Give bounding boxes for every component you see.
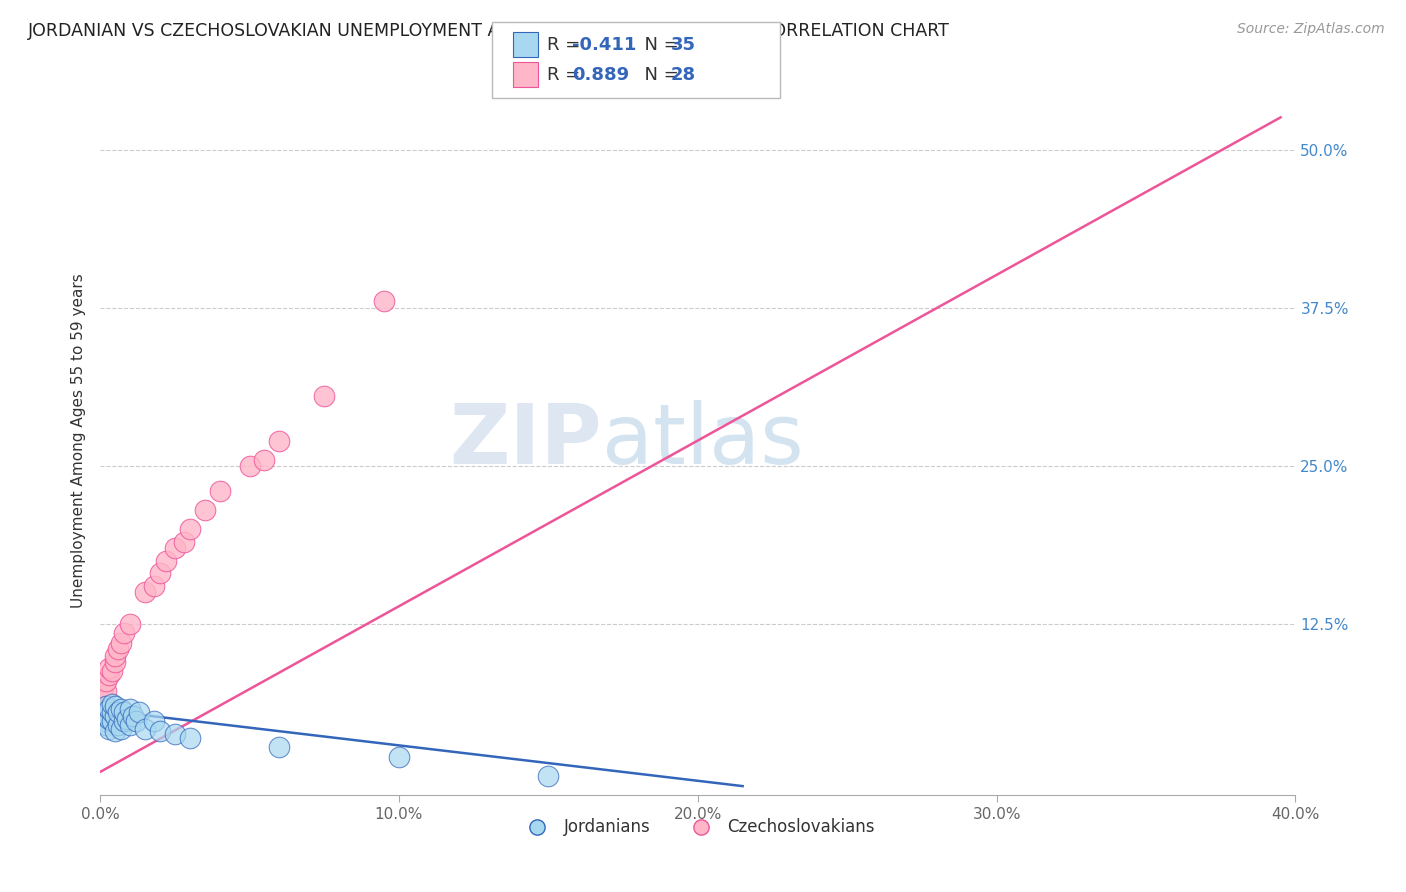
Point bbox=[314, 389, 336, 403]
Point bbox=[163, 541, 186, 555]
Point bbox=[149, 566, 172, 581]
Point bbox=[128, 706, 150, 720]
Point bbox=[104, 699, 127, 714]
Point bbox=[142, 579, 165, 593]
Point bbox=[134, 722, 156, 736]
Point bbox=[107, 706, 129, 720]
Point bbox=[388, 749, 411, 764]
Point bbox=[101, 664, 124, 678]
Point bbox=[98, 667, 121, 681]
Point bbox=[94, 673, 117, 688]
Point bbox=[269, 434, 291, 448]
Point bbox=[94, 718, 117, 732]
Point bbox=[94, 709, 117, 723]
Point bbox=[91, 714, 114, 729]
Point bbox=[112, 706, 135, 720]
Point bbox=[89, 706, 111, 720]
Point bbox=[98, 712, 121, 726]
Text: 35: 35 bbox=[671, 37, 696, 54]
Point bbox=[94, 684, 117, 698]
Point bbox=[118, 616, 141, 631]
Point bbox=[269, 739, 291, 754]
Point bbox=[118, 701, 141, 715]
Point bbox=[253, 452, 276, 467]
Point bbox=[101, 697, 124, 711]
Point bbox=[149, 724, 172, 739]
Text: R =: R = bbox=[547, 37, 586, 54]
Point bbox=[104, 655, 127, 669]
Point bbox=[104, 709, 127, 723]
Text: Source: ZipAtlas.com: Source: ZipAtlas.com bbox=[1237, 22, 1385, 37]
Text: JORDANIAN VS CZECHOSLOVAKIAN UNEMPLOYMENT AMONG AGES 55 TO 59 YEARS CORRELATION : JORDANIAN VS CZECHOSLOVAKIAN UNEMPLOYMEN… bbox=[28, 22, 950, 40]
Point bbox=[194, 503, 217, 517]
Point bbox=[101, 706, 124, 720]
Point bbox=[112, 714, 135, 729]
Point bbox=[91, 680, 114, 694]
Point bbox=[134, 585, 156, 599]
Point bbox=[173, 534, 195, 549]
Point bbox=[118, 718, 141, 732]
Point bbox=[373, 294, 395, 309]
Point bbox=[155, 554, 177, 568]
Point bbox=[179, 522, 201, 536]
Legend: Jordanians, Czechoslovakians: Jordanians, Czechoslovakians bbox=[515, 812, 882, 843]
Point bbox=[142, 714, 165, 729]
Text: N =: N = bbox=[633, 37, 685, 54]
Point bbox=[101, 714, 124, 729]
Point bbox=[112, 625, 135, 640]
Point bbox=[104, 724, 127, 739]
Point bbox=[115, 712, 138, 726]
Point bbox=[110, 701, 132, 715]
Point bbox=[110, 636, 132, 650]
Point bbox=[179, 731, 201, 745]
Point bbox=[238, 458, 260, 473]
Point bbox=[98, 701, 121, 715]
Point bbox=[98, 661, 121, 675]
Point bbox=[107, 642, 129, 657]
Text: N =: N = bbox=[633, 66, 685, 84]
Point bbox=[122, 709, 145, 723]
Text: -0.411: -0.411 bbox=[572, 37, 637, 54]
Text: ZIP: ZIP bbox=[450, 400, 602, 481]
Point bbox=[89, 712, 111, 726]
Point bbox=[98, 722, 121, 736]
Point bbox=[537, 769, 560, 783]
Point bbox=[125, 714, 148, 729]
Text: R =: R = bbox=[547, 66, 586, 84]
Point bbox=[208, 484, 231, 499]
Point bbox=[110, 722, 132, 736]
Point bbox=[91, 706, 114, 720]
Point bbox=[91, 689, 114, 703]
Point bbox=[94, 699, 117, 714]
Point bbox=[107, 718, 129, 732]
Point bbox=[104, 648, 127, 663]
Text: 28: 28 bbox=[671, 66, 696, 84]
Y-axis label: Unemployment Among Ages 55 to 59 years: Unemployment Among Ages 55 to 59 years bbox=[72, 273, 86, 608]
Text: 0.889: 0.889 bbox=[572, 66, 630, 84]
Point bbox=[163, 727, 186, 741]
Text: atlas: atlas bbox=[602, 400, 804, 481]
